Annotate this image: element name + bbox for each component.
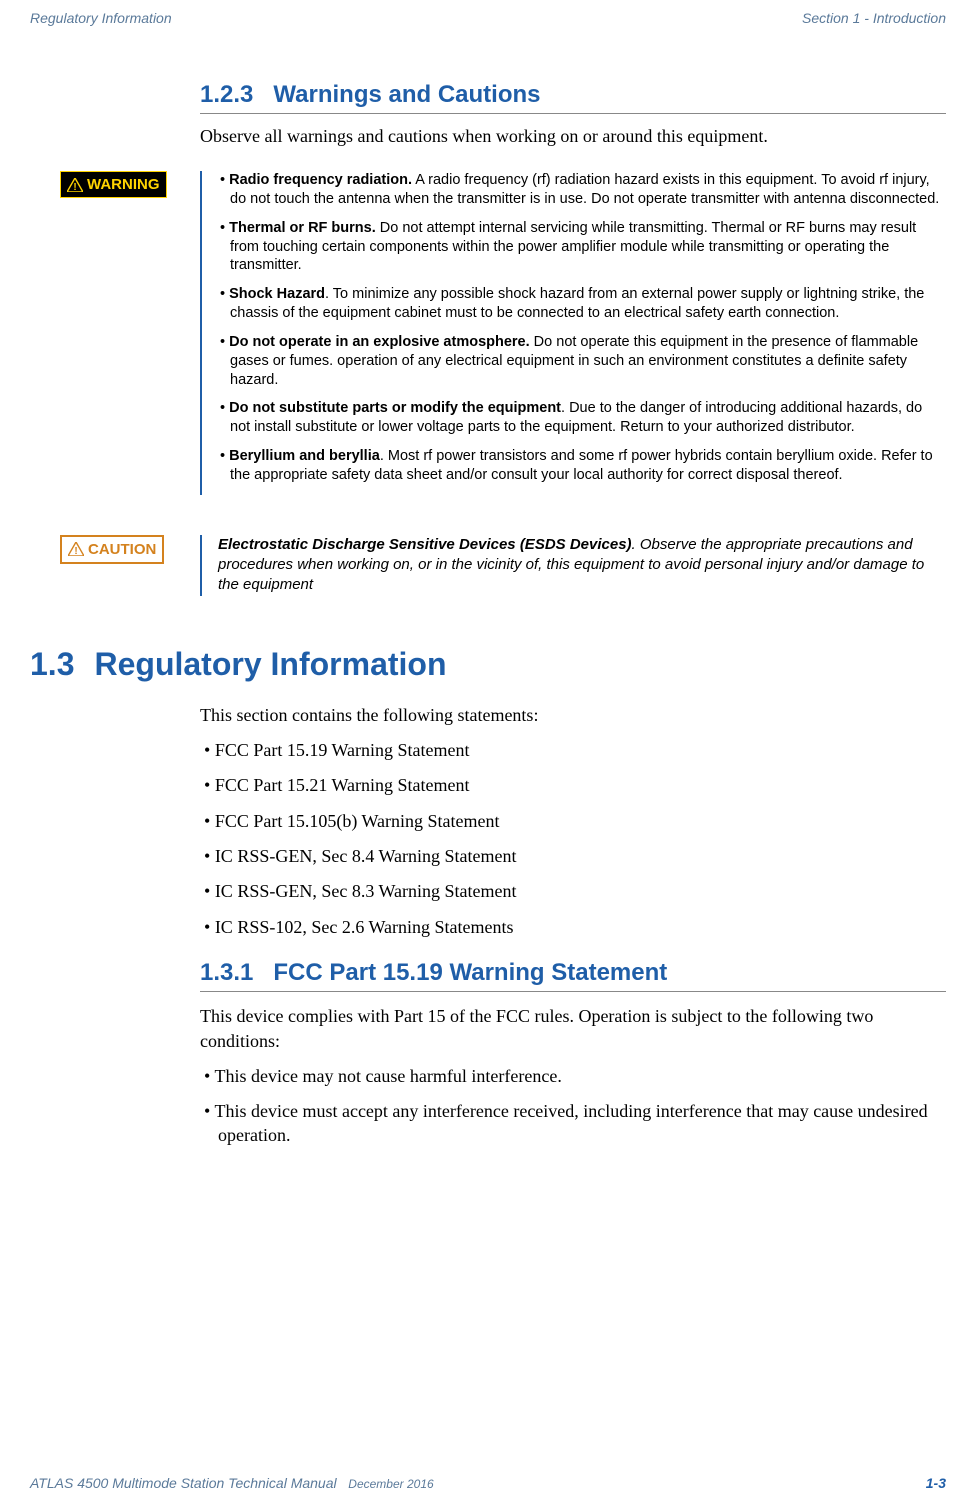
caution-block: ! CAUTION Electrostatic Discharge Sensit… <box>60 535 946 596</box>
footer-page-number: 1-3 <box>926 1475 946 1491</box>
warning-item-bold: Radio frequency radiation. <box>229 172 412 188</box>
warning-item-bold: Beryllium and beryllia <box>229 448 380 464</box>
footer-manual-title: ATLAS 4500 Multimode Station Technical M… <box>30 1475 337 1491</box>
warning-item-bold: Do not substitute parts or modify the eq… <box>229 400 561 416</box>
caution-label: CAUTION <box>88 541 156 558</box>
warning-item-bold: Thermal or RF burns. <box>229 220 376 236</box>
page-footer: ATLAS 4500 Multimode Station Technical M… <box>30 1475 946 1491</box>
caution-bold: Electrostatic Discharge Sensitive Device… <box>218 536 632 553</box>
statements-list: FCC Part 15.19 Warning Statement FCC Par… <box>200 739 946 939</box>
svg-text:!: ! <box>74 546 77 556</box>
list-item: FCC Part 15.19 Warning Statement <box>200 739 946 762</box>
warning-item-bold: Shock Hazard <box>229 286 325 302</box>
list-item: IC RSS-102, Sec 2.6 Warning Statements <box>200 916 946 939</box>
heading-1-2-3: 1.2.3 Warnings and Cautions <box>200 81 946 114</box>
warning-item-text: . To minimize any possible shock hazard … <box>230 286 924 321</box>
list-item: This device may not cause harmful interf… <box>200 1065 946 1088</box>
list-item: FCC Part 15.105(b) Warning Statement <box>200 810 946 833</box>
footer-date: December 2016 <box>348 1477 433 1491</box>
caution-badge-column: ! CAUTION <box>60 535 200 596</box>
warning-label: WARNING <box>87 176 160 193</box>
svg-text:!: ! <box>73 182 76 192</box>
warning-block: ! WARNING Radio frequency radiation. A r… <box>60 171 946 495</box>
warning-triangle-icon: ! <box>67 178 83 192</box>
heading-number: 1.2.3 <box>200 81 253 108</box>
heading-number: 1.3.1 <box>200 959 253 986</box>
intro-1-2-3: Observe all warnings and cautions when w… <box>200 126 946 147</box>
header-right: Section 1 - Introduction <box>802 10 946 26</box>
caution-text: Electrostatic Discharge Sensitive Device… <box>218 535 946 596</box>
warning-item: Thermal or RF burns. Do not attempt inte… <box>218 219 946 276</box>
warning-item: Do not operate in an explosive atmospher… <box>218 333 946 390</box>
heading-title: Warnings and Cautions <box>273 81 540 108</box>
list-item: FCC Part 15.21 Warning Statement <box>200 774 946 797</box>
heading-1-3: 1.3 Regulatory Information <box>30 646 946 683</box>
footer-left: ATLAS 4500 Multimode Station Technical M… <box>30 1475 434 1491</box>
heading-title: Regulatory Information <box>94 646 446 682</box>
heading-1-3-1: 1.3.1 FCC Part 15.19 Warning Statement <box>200 959 946 992</box>
heading-number: 1.3 <box>30 646 74 682</box>
header-left: Regulatory Information <box>30 10 172 26</box>
warning-item: Beryllium and beryllia. Most rf power tr… <box>218 447 946 485</box>
heading-title: FCC Part 15.19 Warning Statement <box>273 959 667 986</box>
warning-item: Shock Hazard. To minimize any possible s… <box>218 285 946 323</box>
page-content: 1.2.3 Warnings and Cautions Observe all w… <box>0 31 976 1147</box>
list-item: IC RSS-GEN, Sec 8.3 Warning Statement <box>200 880 946 903</box>
warning-item-bold: Do not operate in an explosive atmospher… <box>229 334 530 350</box>
conditions-list: This device may not cause harmful interf… <box>200 1065 946 1147</box>
warning-item: Do not substitute parts or modify the eq… <box>218 399 946 437</box>
caution-body: Electrostatic Discharge Sensitive Device… <box>200 535 946 596</box>
intro-1-3-1: This device complies with Part 15 of the… <box>200 1004 946 1053</box>
caution-triangle-icon: ! <box>68 542 84 556</box>
list-item: This device must accept any interference… <box>200 1100 946 1147</box>
intro-1-3: This section contains the following stat… <box>200 703 946 727</box>
warning-badge-column: ! WARNING <box>60 171 200 495</box>
warning-item: Radio frequency radiation. A radio frequ… <box>218 171 946 209</box>
list-item: IC RSS-GEN, Sec 8.4 Warning Statement <box>200 845 946 868</box>
page-header: Regulatory Information Section 1 - Intro… <box>0 0 976 31</box>
caution-badge: ! CAUTION <box>60 535 164 564</box>
warning-badge: ! WARNING <box>60 171 167 198</box>
warning-body: Radio frequency radiation. A radio frequ… <box>200 171 946 495</box>
